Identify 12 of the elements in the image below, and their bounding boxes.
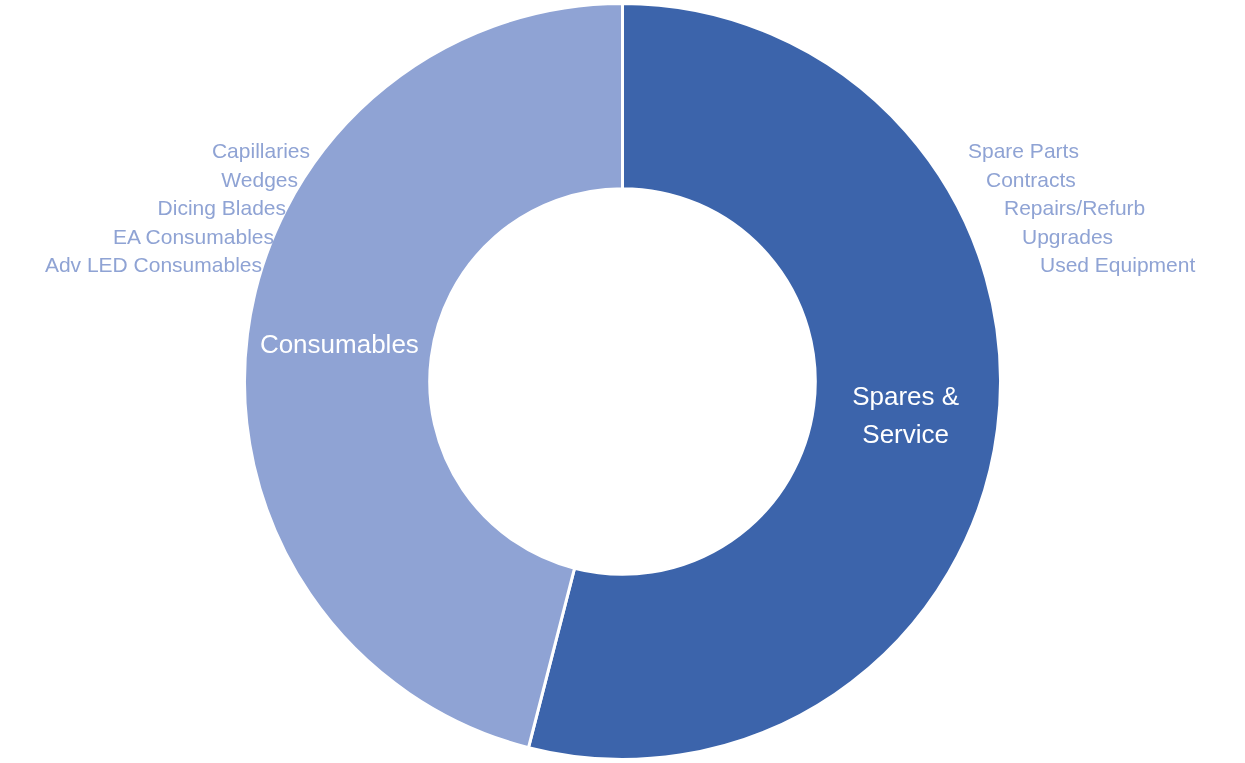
text: Capillaries bbox=[211, 138, 310, 164]
text: Repairs/Refurb bbox=[1004, 195, 1146, 221]
text: Wedges bbox=[221, 166, 298, 193]
text: EA Consumables bbox=[112, 223, 274, 250]
text: Contracts bbox=[986, 166, 1076, 193]
text: Upgrades bbox=[1022, 223, 1114, 250]
text: Adv LED Consumables bbox=[44, 252, 262, 278]
text: Dicing Blades bbox=[157, 195, 286, 221]
slice-label: Spares & Service bbox=[852, 381, 960, 450]
text: Used Equipment bbox=[1040, 252, 1196, 278]
text: Spare Parts bbox=[968, 138, 1079, 164]
slice-label: Consumables bbox=[259, 328, 419, 359]
